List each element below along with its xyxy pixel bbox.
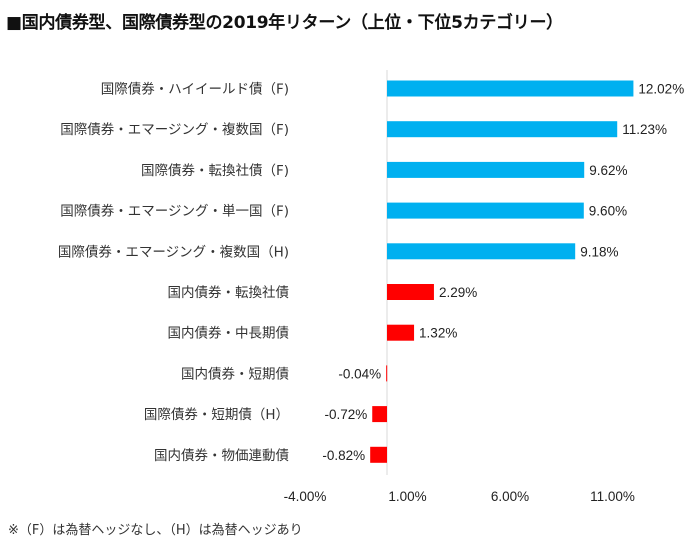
value-label: -0.82% (322, 448, 365, 463)
bar (387, 284, 434, 300)
bar (387, 324, 415, 341)
category-label: 国内債券・物価連動債 (154, 448, 289, 464)
category-label: 国内債券・短期債 (181, 366, 289, 382)
category-label: 国際債券・エマージング・単一国（F) (60, 204, 289, 220)
value-label: -0.04% (338, 366, 381, 381)
bar (370, 446, 387, 463)
category-label: 国内債券・転換社債 (168, 285, 290, 301)
value-label: 9.60% (589, 204, 627, 219)
category-label: 国際債券・ハイイールド債（F) (101, 82, 289, 98)
x-tick-label: 6.00% (491, 489, 529, 504)
bar (372, 406, 387, 423)
bar (387, 80, 634, 97)
bar (387, 243, 576, 260)
footnote: ※（F）は為替ヘッジなし、（H）は為替ヘッジあり (8, 523, 303, 538)
x-tick-label: -4.00% (284, 489, 327, 504)
value-label: 12.02% (638, 82, 684, 97)
bar (387, 202, 584, 219)
bar (387, 121, 618, 138)
x-tick-label: 11.00% (590, 489, 635, 504)
value-label: -0.72% (324, 407, 367, 422)
bar (387, 161, 585, 178)
value-label: 11.23% (622, 122, 667, 137)
category-label: 国際債券・短期債（H） (144, 407, 289, 423)
category-label: 国際債券・転換社債（F) (141, 163, 289, 179)
category-label: 国内債券・中長期債 (168, 326, 290, 342)
category-label: 国際債券・エマージング・複数国（F) (60, 121, 289, 138)
bar (386, 365, 388, 382)
category-label: 国際債券・エマージング・複数国（H) (58, 243, 289, 260)
value-label: 2.29% (439, 285, 477, 300)
chart-title: ■国内債券型、国際債券型の2019年リターン（上位・下位5カテゴリー） (6, 13, 563, 33)
value-label: 1.32% (419, 326, 457, 341)
value-label: 9.18% (580, 244, 618, 259)
x-tick-label: 1.00% (388, 489, 426, 504)
value-label: 9.62% (589, 163, 627, 178)
